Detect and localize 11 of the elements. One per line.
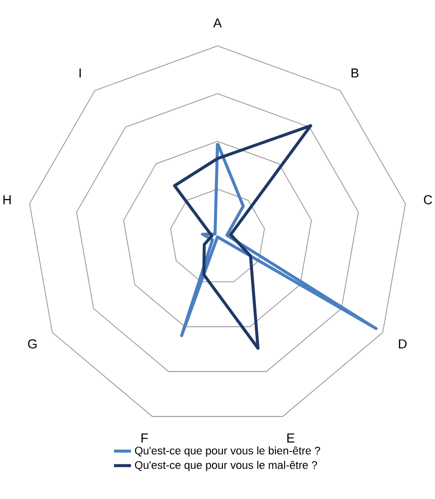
spoke-label: I — [80, 68, 81, 78]
legend-label: Qu'est-ce que pour vous le bien-être ? — [134, 446, 320, 457]
legend-label: Qu'est-ce que pour vous le mal-être ? — [134, 460, 318, 472]
spoke-label: B — [352, 68, 358, 78]
spoke-label: D — [398, 339, 407, 348]
spoke-label: F — [142, 434, 148, 442]
spoke-label: A — [213, 18, 222, 28]
spoke-label: E — [287, 434, 294, 442]
spoke-label: G — [28, 339, 37, 348]
spoke-label: H — [3, 195, 11, 204]
spoke-label: C — [424, 195, 432, 204]
